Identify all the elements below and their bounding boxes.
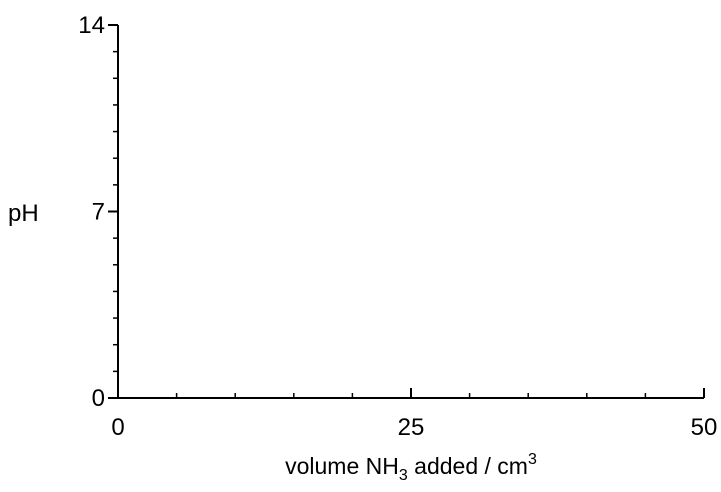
y-tick-label: 7 <box>92 199 105 226</box>
x-axis-label: volume NH3 added / cm3 <box>285 451 537 484</box>
major-ticks <box>108 24 705 399</box>
x-axis-label-prefix: volume NH <box>285 453 399 479</box>
minor-ticks <box>113 50 647 398</box>
y-tick-label: 14 <box>78 12 105 39</box>
x-axis-label-middle: added / cm <box>408 453 528 479</box>
x-tick-label: 25 <box>398 414 425 441</box>
tick-labels: 0 7 14 0 25 50 <box>78 12 717 441</box>
x-axis-label-superscript: 3 <box>528 451 537 468</box>
x-tick-label: 0 <box>111 414 124 441</box>
x-tick-label: 50 <box>691 414 718 441</box>
x-axis-label-subscript: 3 <box>399 467 408 484</box>
y-tick-label: 0 <box>92 385 105 412</box>
y-axis-label: pH <box>8 200 39 227</box>
